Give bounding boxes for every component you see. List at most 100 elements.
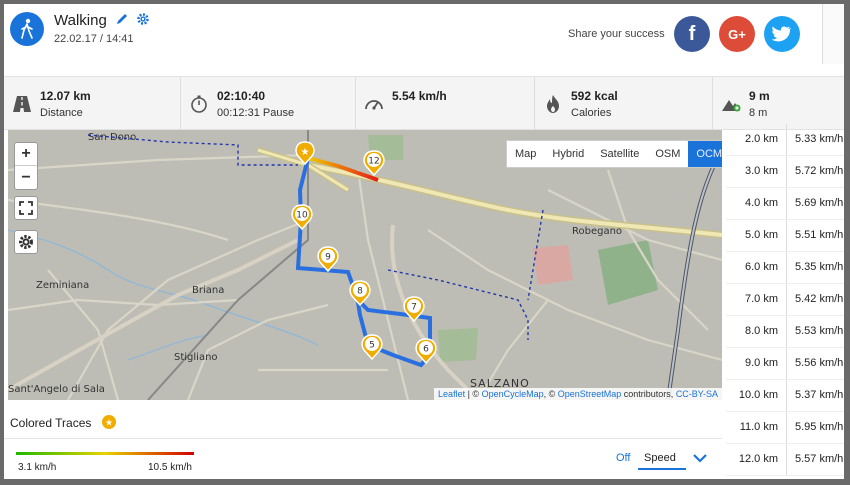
place-san-dono: San Dono <box>88 132 136 143</box>
place-salzano: SALZANO <box>470 377 530 390</box>
split-row: 5.0 km 5.51 km/h <box>726 220 844 252</box>
flame-icon <box>547 95 559 113</box>
colored-traces-panel: Colored Traces ★ 3.1 km/h 10.5 km/h Off … <box>4 400 722 479</box>
svg-text:★: ★ <box>105 419 113 429</box>
gradient-max-label: 10.5 km/h <box>148 462 192 473</box>
split-row: 12.0 km 5.57 km/h <box>726 444 844 476</box>
split-row: 6.0 km 5.35 km/h <box>726 252 844 284</box>
split-row: 7.0 km 5.42 km/h <box>726 284 844 316</box>
elevation-icon <box>722 100 741 112</box>
gear-icon[interactable] <box>136 12 150 26</box>
calories-label: Calories <box>571 107 612 119</box>
split-row: 10.0 km 5.37 km/h <box>726 380 844 412</box>
chevron-down-icon[interactable] <box>692 452 708 464</box>
stream-line <box>8 229 319 346</box>
marker-5[interactable]: 5 <box>361 334 383 361</box>
gear-icon <box>19 235 33 249</box>
park-area <box>438 328 478 362</box>
marker-7[interactable]: 7 <box>403 296 425 323</box>
cycle-paths <box>87 134 544 340</box>
divider <box>4 438 722 439</box>
elevation-up-value: 9 m <box>749 89 770 103</box>
distance-value: 12.07 km <box>40 89 91 103</box>
speed-gradient-legend <box>16 452 194 455</box>
road-icon <box>13 96 31 112</box>
avg-speed-value: 5.54 km/h <box>392 89 447 103</box>
place-briana: Briana <box>192 285 224 296</box>
industrial-area <box>533 245 573 285</box>
split-row: 3.0 km 5.72 km/h <box>726 156 844 188</box>
google-plus-icon: G+ <box>728 26 746 42</box>
park-area <box>598 240 658 305</box>
layer-satellite-button[interactable]: Satellite <box>600 148 640 160</box>
place-santangelo: Sant'Angelo di Sala <box>8 384 105 395</box>
place-zeminiana: Zeminiana <box>36 280 89 291</box>
place-labels: San Dono Robegano Zeminiana Briana Stigl… <box>8 132 622 395</box>
layer-hybrid-button[interactable]: Hybrid <box>552 148 585 160</box>
start-marker[interactable]: ★ <box>295 141 315 166</box>
calories-value: 592 kcal <box>571 89 618 103</box>
facebook-icon: f <box>688 22 696 45</box>
fullscreen-icon <box>19 201 33 215</box>
premium-star-icon: ★ <box>102 415 116 429</box>
stat-avg-speed: 5.54 km/h <box>356 77 535 129</box>
split-row: 2.0 km 5.33 km/h <box>726 124 844 156</box>
duration-value: 02:10:40 <box>217 89 266 103</box>
split-row: 8.0 km 5.53 km/h <box>726 316 844 348</box>
layer-map-button[interactable]: Map <box>515 148 537 160</box>
trace-option-speed[interactable]: Speed <box>644 452 676 464</box>
elevation-down-value: 8 m <box>749 107 768 119</box>
map-settings-button[interactable] <box>14 230 38 254</box>
marker-8[interactable]: 8 <box>349 280 371 307</box>
marker-10[interactable]: 10 <box>291 204 313 231</box>
twitter-icon <box>772 26 791 42</box>
speedometer-icon <box>365 100 383 110</box>
trace-option-off[interactable]: Off <box>616 452 631 464</box>
distance-label: Distance <box>40 107 83 119</box>
svg-text:10: 10 <box>296 211 308 221</box>
railway-line <box>147 130 309 400</box>
marker-12[interactable]: 12 <box>363 150 385 177</box>
route-markers: ★ 12 10 9 <box>291 141 437 365</box>
walking-icon <box>10 12 44 46</box>
stat-duration: 02:10:40 00:12:31 Pause <box>181 77 356 129</box>
zoom-in-button[interactable]: + <box>15 143 37 166</box>
pencil-icon[interactable] <box>115 12 129 26</box>
layer-osm-button[interactable]: OSM <box>655 148 681 160</box>
stats-bar: 12.07 km Distance 02:10:40 00:12:31 Paus… <box>4 76 844 130</box>
route-map[interactable]: ★ 12 10 9 <box>8 130 722 400</box>
header-edge <box>822 4 844 64</box>
svg-text:6: 6 <box>423 345 429 355</box>
map-attribution: Leaflet | © OpenCycleMap, © OpenStreetMa… <box>434 388 722 400</box>
google-plus-share-button[interactable]: G+ <box>719 16 755 52</box>
share-label: Share your success <box>568 28 665 40</box>
openstreetmap-link[interactable]: OpenStreetMap <box>557 389 622 399</box>
svg-text:5: 5 <box>369 341 375 351</box>
split-row: 9.0 km 5.56 km/h <box>726 348 844 380</box>
app-frame: Walking 22.02.17 / 14:41 Share your succ… <box>4 4 844 479</box>
activity-header: Walking 22.02.17 / 14:41 Share your succ… <box>4 4 844 64</box>
svg-text:8: 8 <box>357 287 363 297</box>
pause-label: 00:12:31 Pause <box>217 107 295 119</box>
marker-6[interactable]: 6 <box>415 338 437 365</box>
svg-text:★: ★ <box>301 147 310 158</box>
fullscreen-button[interactable] <box>14 196 38 220</box>
highway-line <box>666 148 722 400</box>
layer-ocm-button[interactable]: OCM <box>688 141 722 167</box>
split-row: 4.0 km 5.69 km/h <box>726 188 844 220</box>
svg-text:12: 12 <box>368 157 379 167</box>
license-link[interactable]: CC-BY-SA <box>675 389 718 399</box>
zoom-control: + − <box>14 142 38 190</box>
stat-calories: 592 kcal Calories <box>535 77 713 129</box>
gradient-min-label: 3.1 km/h <box>18 462 57 473</box>
svg-text:9: 9 <box>325 253 331 263</box>
facebook-share-button[interactable]: f <box>674 16 710 52</box>
opencyclemap-link[interactable]: OpenCycleMap <box>481 389 544 399</box>
twitter-share-button[interactable] <box>764 16 800 52</box>
activity-date: 22.02.17 / 14:41 <box>54 33 134 45</box>
marker-9[interactable]: 9 <box>317 246 339 273</box>
split-table: 2.0 km 5.33 km/h 3.0 km 5.72 km/h 4.0 km 5.… <box>726 124 844 479</box>
colored-traces-label: Colored Traces <box>10 416 92 430</box>
zoom-out-button[interactable]: − <box>21 168 31 186</box>
leaflet-link[interactable]: Leaflet <box>438 389 466 399</box>
